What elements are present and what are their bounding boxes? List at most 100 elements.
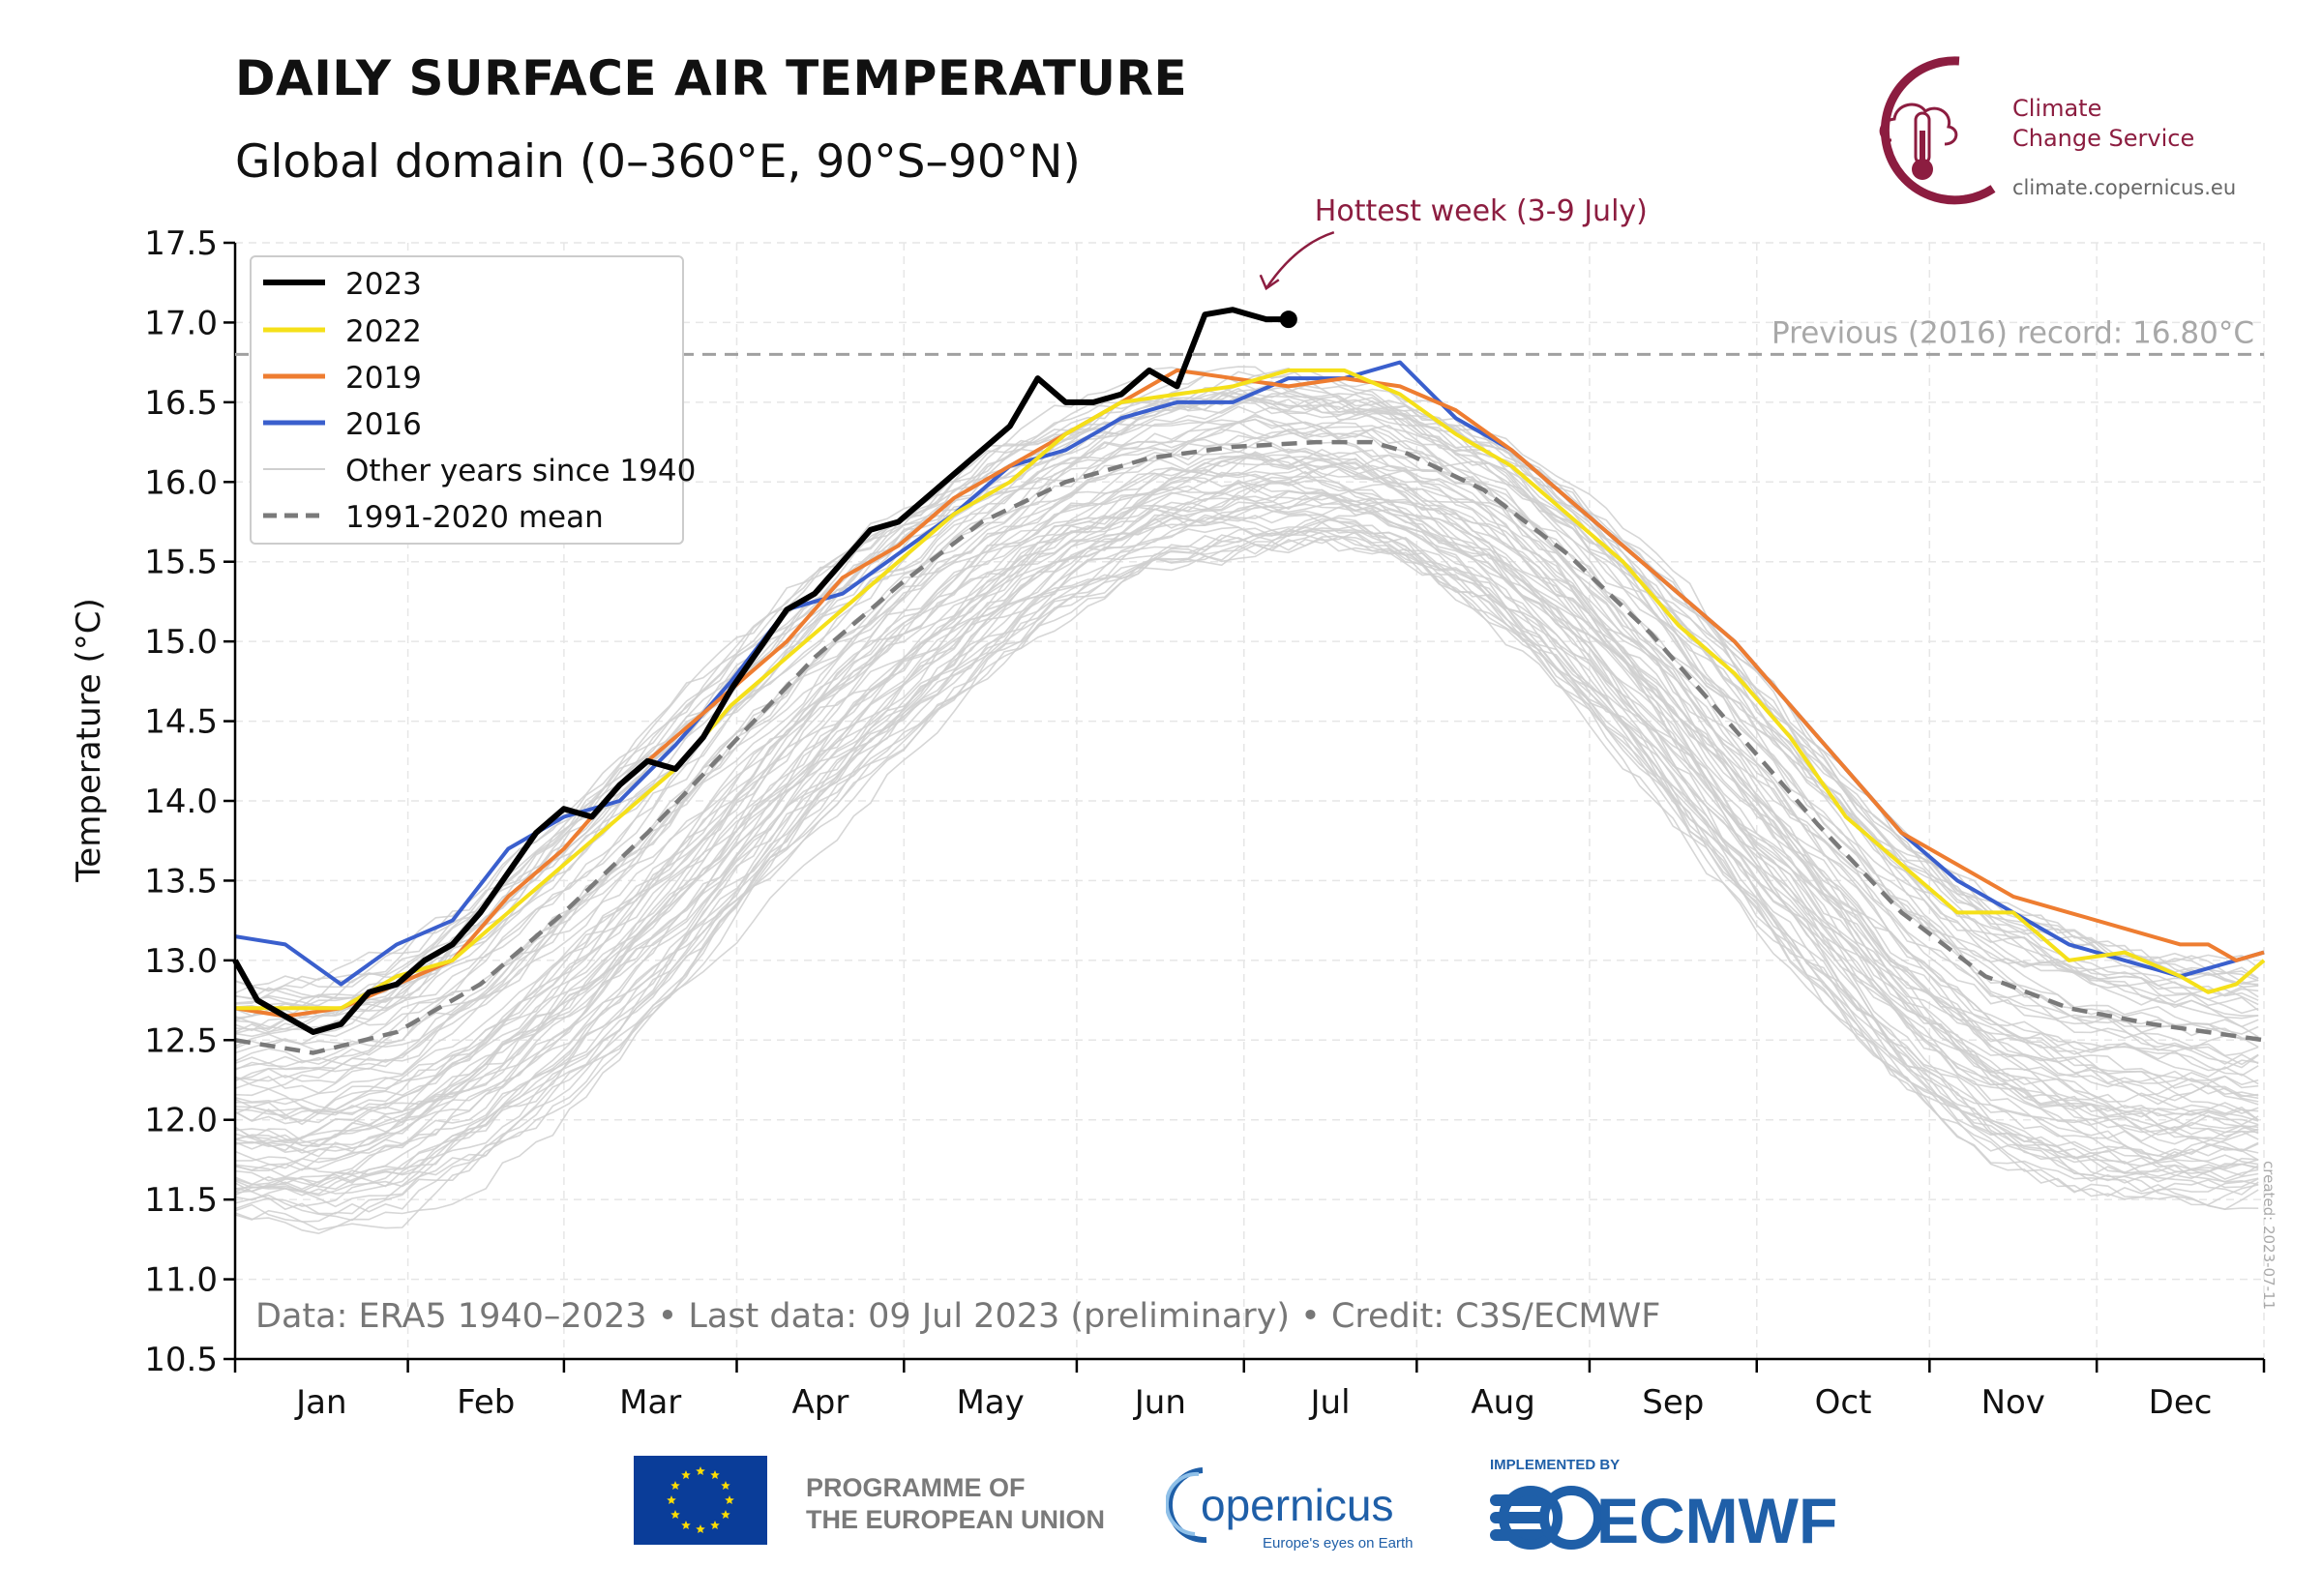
eu-star-icon <box>710 1470 720 1480</box>
eu-flag-logo <box>634 1456 767 1545</box>
annotation-arrow <box>1265 231 1335 289</box>
y-axis-label: Temperature (°C) <box>70 598 108 882</box>
x-tick-label: May <box>956 1383 1024 1422</box>
y-tick-label: 17.0 <box>144 304 218 342</box>
other-year-line <box>234 494 2259 1184</box>
y-tick-label: 11.0 <box>144 1261 218 1300</box>
other-year-line <box>234 374 2259 1000</box>
other-year-line <box>234 536 2259 1231</box>
cloud-icon <box>1879 103 1958 146</box>
series-2023-endpoint <box>1279 310 1297 329</box>
x-tick-label: Sep <box>1642 1383 1704 1422</box>
copernicus-logo: opernicus Europe's eyes on Earth <box>1166 1467 1413 1552</box>
eu-star-icon <box>725 1495 734 1504</box>
other-year-line <box>234 479 2259 1148</box>
ecmwf-symbol-icon <box>1490 1486 1603 1550</box>
other-year-line <box>234 370 2259 992</box>
other-year-line <box>234 387 2259 1021</box>
other-year-line <box>234 410 2259 1041</box>
eu-star-icon <box>721 1481 730 1490</box>
y-tick-label: 14.5 <box>144 703 218 742</box>
series-line-2023 <box>232 307 1289 1035</box>
axes <box>223 241 2266 1373</box>
other-year-line <box>234 458 2259 1114</box>
other-year-line <box>234 515 2259 1196</box>
series-line-1991-2020-mean <box>234 439 2265 1055</box>
y-tick-label: 16.5 <box>144 384 218 423</box>
c3s-url: climate.copernicus.eu <box>2012 176 2236 199</box>
other-year-line <box>234 466 2259 1158</box>
ecmwf-implemented-by: IMPLEMENTED BY <box>1490 1457 1621 1473</box>
c3s-logo: Climate Change Service climate.copernicu… <box>1879 56 2236 205</box>
other-year-line <box>234 470 2259 1147</box>
other-year-line <box>234 517 2259 1211</box>
legend-label-other-years: Other years since 1940 <box>345 454 696 488</box>
y-tick-label: 13.5 <box>144 862 218 901</box>
eu-star-icon <box>670 1481 680 1490</box>
other-year-line <box>234 537 2259 1215</box>
other-year-line <box>234 501 2259 1171</box>
legend-label-2023: 2023 <box>345 267 422 302</box>
eu-star-icon <box>667 1495 676 1504</box>
eu-star-icon <box>696 1466 705 1475</box>
y-tick-label: 12.0 <box>144 1102 218 1140</box>
x-tick-label: Aug <box>1471 1383 1534 1422</box>
other-year-line <box>234 476 2259 1152</box>
legend-label-2016: 2016 <box>345 407 422 442</box>
other-year-line <box>234 526 2259 1222</box>
legend: 2023 2022 2019 2016 Other years since 19… <box>250 255 696 545</box>
x-tick-label: Dec <box>2149 1383 2213 1422</box>
y-tick-label: 16.0 <box>144 463 218 502</box>
y-tick-label: 14.0 <box>144 783 218 821</box>
legend-label-2019: 2019 <box>345 361 422 396</box>
other-year-line <box>234 452 2259 1124</box>
eu-programme-text: PROGRAMME OF THE EUROPEAN UNION <box>806 1472 1105 1536</box>
eu-star-icon <box>681 1521 691 1529</box>
other-year-line <box>234 493 2259 1171</box>
ecmwf-name: ECMWF <box>1596 1485 1837 1554</box>
other-year-line <box>234 515 2259 1186</box>
tick-labels: 10.5 11.0 11.5 12.0 12.5 13.0 13.5 14.0 14.5 15.0… <box>144 224 2212 1422</box>
chart-title: DAILY SURFACE AIR TEMPERATURE <box>235 50 1188 106</box>
other-year-line <box>234 418 2259 1071</box>
other-year-line <box>234 413 2259 1049</box>
legend-box <box>250 255 684 545</box>
eu-star-icon <box>681 1470 691 1480</box>
other-year-line <box>234 453 2259 1094</box>
y-tick-label: 12.5 <box>144 1021 218 1060</box>
eu-star-icon <box>696 1524 705 1533</box>
other-year-line <box>234 436 2259 1068</box>
other-year-line <box>234 489 2259 1150</box>
chart-subtitle: Global domain (0–360°E, 90°S–90°N) <box>235 135 1081 189</box>
x-tick-label: Jul <box>1309 1383 1351 1422</box>
other-year-line <box>234 448 2259 1117</box>
c3s-line2: Change Service <box>2012 125 2194 152</box>
x-tick-label: Mar <box>619 1383 681 1422</box>
record-label: Previous (2016) record: 16.80°C <box>1771 315 2254 350</box>
c3s-arc <box>1880 56 1996 205</box>
thermometer-icon <box>1912 111 1933 180</box>
x-tick-label: Jan <box>294 1383 346 1422</box>
footer-note: Data: ERA5 1940–2023 • Last data: 09 Jul… <box>255 1297 1660 1336</box>
copernicus-name: opernicus <box>1201 1480 1393 1530</box>
other-year-line <box>234 454 2259 1125</box>
other-year-line <box>234 481 2259 1151</box>
eu-star-icon <box>710 1521 720 1529</box>
y-tick-label: 11.5 <box>144 1181 218 1220</box>
annotation-arrowhead <box>1259 274 1280 291</box>
other-year-line <box>234 421 2259 1054</box>
series-line-2022 <box>235 368 2266 1011</box>
eu-line1: PROGRAMME OF <box>806 1473 1026 1502</box>
other-year-line <box>234 476 2259 1169</box>
series-lines <box>232 307 2266 1055</box>
series-line-2019 <box>234 368 2265 1019</box>
x-tick-label: Apr <box>791 1383 848 1422</box>
annotation-text: Hottest week (3-9 July) <box>1315 194 1648 228</box>
eu-star-icon <box>670 1510 680 1519</box>
legend-label-2022: 2022 <box>345 314 422 349</box>
c3s-line1: Climate <box>2012 95 2101 122</box>
y-tick-label: 15.5 <box>144 544 218 582</box>
other-years-lines <box>234 366 2259 1235</box>
y-tick-label: 13.0 <box>144 942 218 981</box>
